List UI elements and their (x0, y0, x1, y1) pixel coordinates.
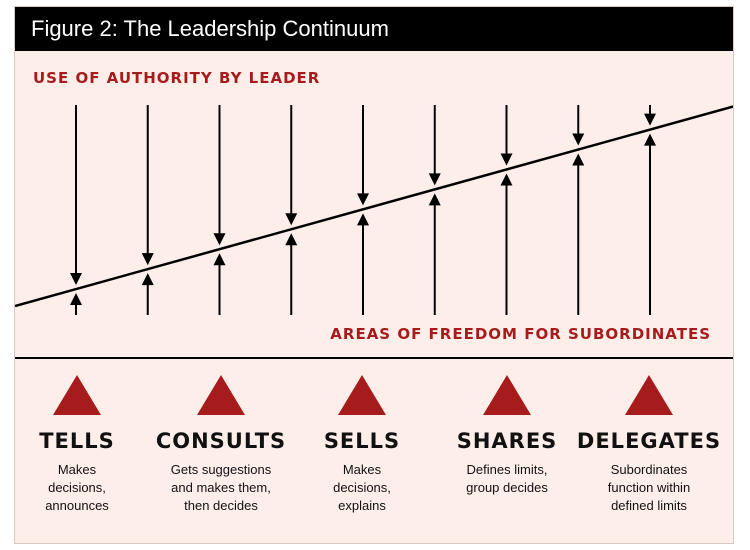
arrow-down-icon (572, 133, 585, 146)
arrow-up-icon (500, 173, 513, 186)
continuum-diagram (15, 105, 733, 315)
arrow-up-icon (428, 193, 441, 206)
arrow-down-icon (357, 193, 369, 206)
behavior-name: TELLS (39, 429, 115, 453)
description-line: explains (338, 498, 386, 513)
description-line: Makes (342, 462, 382, 477)
behavior-description: Makes decisions, announces (15, 461, 152, 515)
description-line: function within (607, 480, 691, 495)
description-line: Gets suggestions (170, 462, 272, 477)
description-line: then decides (184, 498, 258, 513)
behavior-consults: CONSULTS Gets suggestions and makes them… (146, 375, 296, 515)
arrow-pair (572, 105, 585, 315)
triangle-icon (338, 375, 386, 415)
arrow-up-icon (285, 233, 298, 246)
arrow-up-icon (572, 153, 585, 166)
behavior-description: Gets suggestions and makes them, then de… (146, 461, 296, 515)
description-line: group decides (466, 480, 548, 495)
divider-line (15, 357, 733, 359)
behavior-delegates: DELEGATES Subordinates function within d… (574, 375, 724, 515)
arrow-down-icon (500, 153, 513, 166)
arrow-down-icon (141, 253, 154, 266)
continuum-line (15, 105, 733, 308)
triangle-icon (625, 375, 673, 415)
behavior-tells: TELLS Makes decisions, announces (15, 375, 152, 515)
behavior-name: CONSULTS (155, 429, 287, 453)
freedom-axis-label: AREAS OF FREEDOM FOR SUBORDINATES (330, 325, 711, 343)
arrow-down-icon (70, 273, 82, 286)
arrow-down-icon (213, 233, 226, 246)
figure-title: Figure 2: The Leadership Continuum (31, 16, 389, 41)
arrow-down-icon (285, 213, 298, 226)
arrow-down-icon (644, 113, 656, 126)
arrow-up-icon (213, 253, 226, 266)
arrow-group (70, 105, 656, 315)
behavior-description: Defines limits, group decides (432, 461, 582, 497)
arrow-up-icon (141, 273, 154, 286)
description-line: decisions, (333, 480, 391, 495)
arrow-up-icon (357, 213, 369, 226)
arrow-pair (500, 105, 513, 315)
behavior-sells: SELLS Makes decisions, explains (287, 375, 437, 515)
authority-axis-label: USE OF AUTHORITY BY LEADER (33, 69, 321, 87)
description-line: and makes them, (171, 480, 271, 495)
arrow-pair (70, 105, 82, 315)
behavior-shares: SHARES Defines limits, group decides (432, 375, 582, 497)
title-bar: Figure 2: The Leadership Continuum (15, 7, 733, 51)
description-line: announces (45, 498, 109, 513)
arrow-pair (285, 105, 298, 315)
description-line: decisions, (48, 480, 106, 495)
description-line: Subordinates (610, 462, 688, 477)
behavior-name: DELEGATES (576, 429, 722, 453)
figure-frame: Figure 2: The Leadership Continuum USE O… (14, 6, 734, 544)
triangle-icon (483, 375, 531, 415)
arrow-up-icon (644, 133, 656, 146)
arrow-up-icon (70, 293, 82, 306)
triangle-icon (197, 375, 245, 415)
arrow-pair (213, 105, 226, 315)
arrow-pair (141, 105, 154, 315)
behavior-name: SELLS (323, 429, 401, 453)
arrow-pair (357, 105, 369, 315)
description-line: Makes (57, 462, 97, 477)
behavior-name: SHARES (456, 429, 558, 453)
description-line: defined limits (611, 498, 687, 513)
behavior-description: Subordinates function within defined lim… (574, 461, 724, 515)
arrow-pair (644, 105, 656, 315)
arrow-pair (428, 105, 441, 315)
triangle-icon (53, 375, 101, 415)
arrow-down-icon (428, 173, 441, 186)
description-line: Defines limits, (466, 462, 548, 477)
behavior-description: Makes decisions, explains (287, 461, 437, 515)
